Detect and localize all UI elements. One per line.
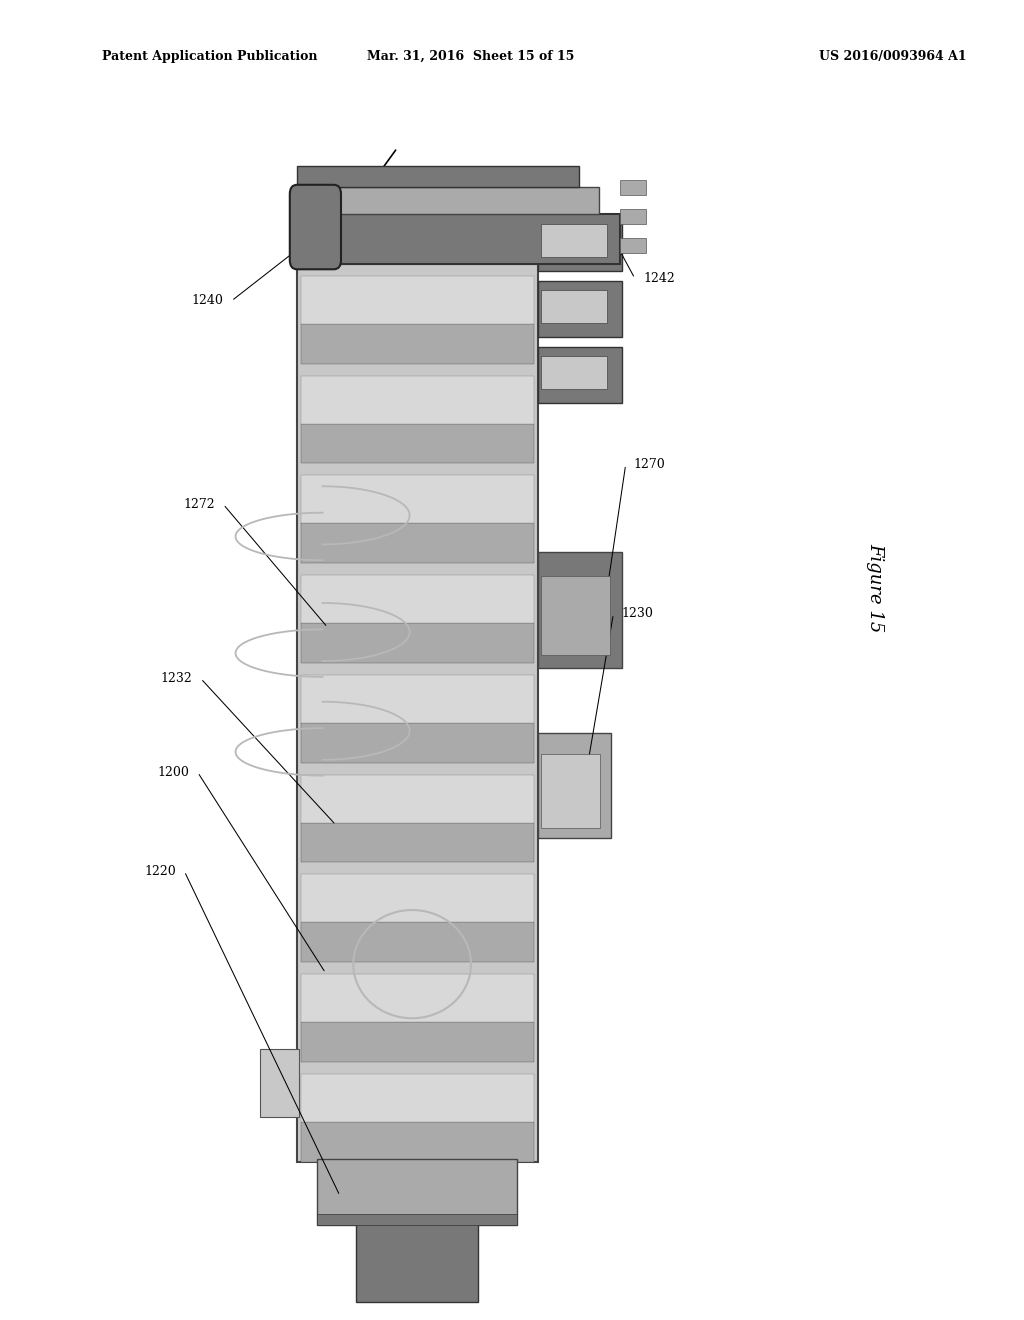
Bar [301,623,534,663]
Bar [301,822,534,862]
Text: Mar. 31, 2016  Sheet 15 of 15: Mar. 31, 2016 Sheet 15 of 15 [368,50,574,63]
Bar [317,1159,517,1225]
Text: 1230: 1230 [622,607,653,620]
Bar [538,552,622,668]
Bar [541,356,607,389]
Bar [356,1222,478,1302]
Bar [620,238,646,253]
Bar [301,1074,534,1122]
Text: Patent Application Publication: Patent Application Publication [102,50,317,63]
Bar [301,874,534,923]
Text: 1240: 1240 [191,294,223,308]
Text: 1242: 1242 [643,272,675,285]
Bar [301,723,534,763]
Bar [301,276,534,323]
Bar [297,264,538,1162]
Bar [541,290,607,323]
Bar [297,214,620,264]
Bar [301,775,534,822]
Bar [301,974,534,1022]
Bar [301,323,534,364]
Text: 1232: 1232 [161,672,193,685]
Bar [301,675,534,723]
Text: 1272: 1272 [183,498,215,511]
Bar [301,923,534,962]
Bar [297,166,579,187]
Bar [301,475,534,523]
Bar [541,754,600,828]
FancyBboxPatch shape [290,185,341,269]
Bar [620,180,646,195]
Bar [538,215,622,271]
Bar [301,1122,534,1162]
Text: 1220: 1220 [144,865,176,878]
Text: 1270: 1270 [634,458,666,471]
Bar [297,187,599,214]
Bar [301,523,534,564]
Text: 1200: 1200 [158,766,189,779]
Text: US 2016/0093964 A1: US 2016/0093964 A1 [819,50,967,63]
Bar [301,1022,534,1061]
Bar [301,576,534,623]
Bar [620,209,646,224]
Bar [260,1049,299,1117]
Text: Figure 15: Figure 15 [866,543,885,632]
Bar [538,733,611,838]
Bar [541,576,610,655]
Bar [301,424,534,463]
Bar [317,1214,517,1225]
Bar [538,281,622,337]
Bar [538,347,622,403]
Bar [301,376,534,424]
Bar [541,224,607,257]
